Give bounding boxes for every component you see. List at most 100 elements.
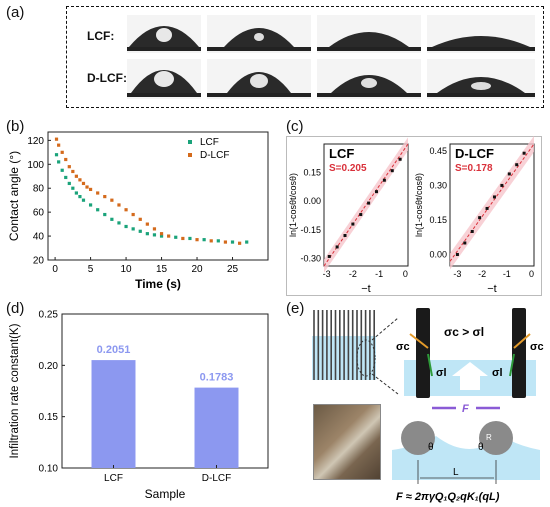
infiltration-rate-chart: 0.10 0.15 0.20 0.25 0.2051 LCF 0.1783 D-LCF Samp… [9, 310, 269, 501]
bar-value-label: 0.1783 [200, 372, 234, 384]
data-point [367, 201, 371, 205]
data-point [88, 187, 93, 192]
data-point [522, 151, 526, 155]
data-point [478, 216, 482, 220]
sigma-compare-text: σc > σl [444, 325, 484, 339]
data-point [145, 232, 149, 236]
data-point [103, 212, 107, 217]
fabric-photo [313, 404, 381, 480]
x-tick-label: -1 [375, 269, 383, 279]
bar [91, 360, 136, 468]
data-point [60, 168, 64, 172]
radius-label: R [486, 433, 492, 442]
data-point [202, 238, 206, 242]
x-tick-label: -2 [349, 269, 357, 279]
y-tick-label: 0.15 [429, 215, 447, 225]
data-point [174, 235, 178, 239]
chart-title: D-LCF [455, 146, 494, 161]
data-point [78, 178, 82, 182]
data-point [124, 208, 128, 212]
droplet-dlcf-1 [127, 59, 201, 99]
data-point [64, 157, 68, 162]
data-point [88, 203, 93, 207]
sigma-l-right: σl [492, 367, 503, 379]
x-axis-label: Time (s) [135, 277, 181, 291]
x-tick-label: 5 [88, 264, 94, 275]
data-point [359, 213, 363, 217]
x-tick-label: D-LCF [202, 473, 231, 484]
data-point [138, 217, 142, 221]
data-point [54, 153, 59, 157]
data-point [117, 203, 121, 207]
droplet-lcf-2 [207, 15, 311, 53]
y-tick-label: -0.30 [300, 253, 321, 263]
data-point [138, 229, 142, 233]
droplet-lcf-3 [317, 15, 421, 53]
data-point [159, 232, 164, 236]
length-label: L [453, 467, 459, 478]
x-tick-label: 20 [191, 264, 203, 275]
data-point [500, 183, 504, 187]
mechanism-schematic: σc > σl σc σc σl σl F θ θ R L F ≈ 2πγQ₁Q… [312, 308, 544, 503]
data-point [455, 252, 459, 256]
x-tick-label: 0 [403, 269, 408, 279]
legend-label: D-LCF [200, 150, 229, 161]
data-point [71, 169, 75, 174]
droplet-dlcf-3 [317, 59, 421, 99]
contact-angle-image-panel: LCF: D-LCF: [66, 6, 544, 108]
y-tick-label: 0.15 [39, 412, 59, 423]
y-tick-label: 0.00 [429, 249, 447, 259]
x-tick-label: -2 [478, 269, 486, 279]
data-point [470, 229, 474, 233]
y-tick-label: 40 [33, 232, 45, 243]
force-formula: F ≈ 2πγQ₁Q₂qK₁(qL) [396, 491, 500, 503]
legend-marker [188, 153, 192, 157]
slope-annotation: S=0.178 [455, 163, 493, 174]
data-point [216, 239, 220, 243]
legend-label: LCF [200, 137, 219, 148]
sigma-l-left: σl [436, 367, 447, 379]
x-tick-label: 0 [529, 269, 534, 279]
data-point [74, 174, 78, 178]
theta-label-right: θ [478, 442, 484, 453]
data-point [515, 163, 519, 167]
y-tick-label: 0.00 [303, 196, 321, 206]
data-point [81, 198, 86, 202]
panel-label-d: (d) [6, 300, 25, 317]
sigma-c-right: σc [530, 341, 544, 353]
y-tick-label: -0.15 [300, 225, 321, 235]
data-point [238, 241, 242, 245]
x-tick-label: LCF [104, 473, 123, 484]
data-point [110, 217, 114, 221]
confidence-band [324, 137, 408, 273]
x-tick-label: -3 [453, 269, 461, 279]
data-point [131, 212, 135, 217]
data-point [152, 233, 157, 237]
y-tick-label: 120 [27, 136, 44, 147]
data-point [335, 245, 339, 249]
legend-marker [188, 140, 192, 144]
fit-panel-frame [286, 136, 542, 296]
chart-title: LCF [329, 146, 354, 161]
y-axis-label: ln(1-cosθt/cosθ) [414, 173, 424, 237]
x-tick-label: -3 [323, 269, 331, 279]
capillary-zoom [404, 308, 536, 398]
data-point [245, 240, 249, 244]
data-point [223, 240, 228, 244]
x-tick-label: 25 [227, 264, 239, 275]
data-point [67, 165, 71, 169]
fit-line [449, 143, 535, 262]
theta-label-left: θ [428, 442, 434, 453]
x-axis-label: −t [487, 283, 496, 295]
data-point [167, 234, 171, 238]
y-axis-label: Contact angle (°) [7, 151, 21, 241]
droplet-dlcf-4 [427, 59, 535, 99]
droplet-lcf-4 [427, 15, 535, 53]
x-tick-label: 15 [156, 264, 168, 275]
data-point [343, 234, 347, 237]
data-point [485, 206, 489, 210]
fiber-array [312, 310, 376, 380]
data-point [209, 239, 213, 243]
force-label: F [462, 403, 469, 415]
data-point [398, 157, 402, 161]
